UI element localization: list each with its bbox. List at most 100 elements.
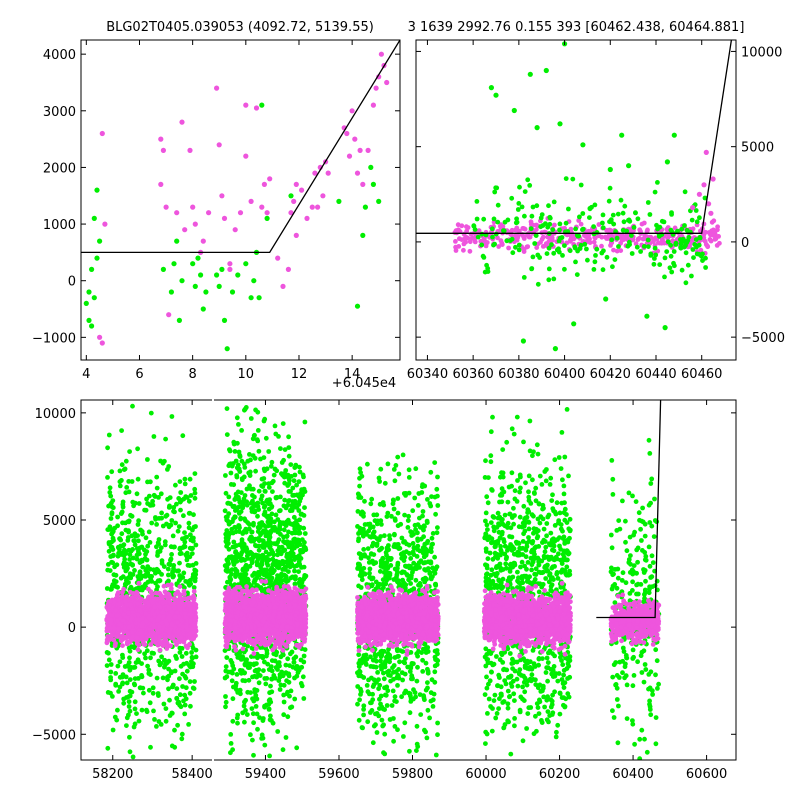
band-point [166,614,172,620]
data-point [365,147,371,153]
band-point [269,504,274,510]
band-point [187,690,193,696]
band-point [120,543,126,549]
band-point [685,262,691,268]
band-point [300,674,306,680]
data-point [291,198,297,204]
band-point [236,422,241,427]
band-point [282,447,288,452]
band-point [125,712,131,718]
band-point [474,199,480,204]
band-point [261,476,267,481]
band-point [255,394,260,399]
band-point [578,221,584,227]
band-point [113,579,119,584]
band-point [584,246,589,252]
band-point [490,234,495,240]
band-point [105,527,111,532]
band-point [182,476,188,482]
band-point [130,547,136,552]
data-point [86,317,92,323]
band-point [166,578,171,584]
band-point [665,239,671,245]
band-point [177,650,183,655]
band-point [191,686,197,691]
band-point [108,516,114,521]
band-point [551,250,557,256]
band-point [111,626,117,631]
band-point [301,525,307,531]
band-point [292,500,298,506]
band-point [586,231,592,237]
band-point [147,493,152,499]
band-point [153,580,159,586]
band-point [223,539,229,544]
band-point [156,578,162,584]
band-point [294,522,300,527]
band-point [108,493,114,499]
band-point [129,479,135,484]
band-point [121,761,126,766]
band-point [546,203,551,209]
band-point [262,509,268,515]
band-point [150,498,156,504]
band-point [270,489,275,494]
band-point [276,678,282,683]
band-point [182,692,188,698]
band-point [496,244,502,249]
band-point [509,227,515,233]
x-tick-label: 4 [82,367,90,382]
band-point [253,468,258,474]
band-point [169,710,175,716]
band-point [495,219,501,225]
data-point [370,102,376,108]
band-point [591,267,597,272]
band-point [668,242,673,248]
band-point [472,239,478,245]
band-point [282,480,288,486]
band-point [241,496,247,502]
band-point [668,227,674,233]
band-point [120,520,125,526]
data-point [248,198,254,204]
band-point [250,453,256,458]
band-point [233,680,239,686]
band-point [193,602,199,608]
band-point [256,572,262,578]
y-tick-label: −5000 [741,331,785,346]
band-point [235,440,240,446]
band-point [172,668,178,674]
band-point [169,609,175,615]
data-point [312,170,318,176]
data-point [552,346,559,352]
band-point [177,645,183,651]
band-point [573,259,578,265]
band-point [284,691,290,697]
band-point [136,549,141,555]
band-point [128,636,134,642]
band-point [251,522,256,528]
band-point [135,601,141,607]
band-point [152,717,157,722]
band-point [481,216,487,222]
data-point [285,266,291,272]
band-point [252,494,257,500]
band-point [286,453,292,459]
band-point [509,195,515,201]
band-point [193,524,198,529]
band-point [249,529,255,535]
band-point [228,470,234,476]
band-point [126,645,132,651]
band-point [182,702,188,708]
band-point [113,681,119,687]
band-point [224,557,230,563]
band-point [530,254,536,260]
band-point [237,452,243,458]
band-point [184,495,190,500]
band-point [592,202,598,208]
data-point [264,215,270,221]
band-point [126,610,131,616]
band-point [248,416,254,421]
band-point [549,235,555,241]
band-point [151,651,157,656]
